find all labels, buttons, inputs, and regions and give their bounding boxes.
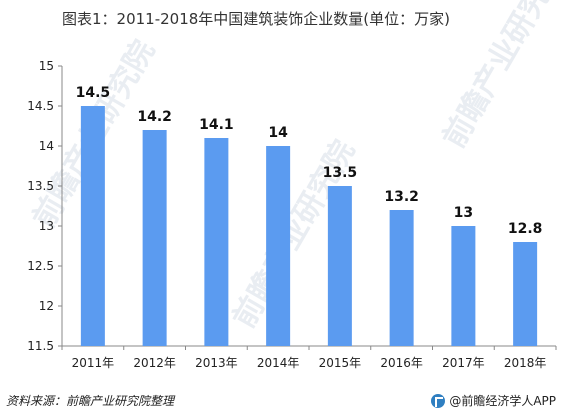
bar (142, 130, 167, 346)
bar (204, 138, 229, 346)
x-category-label: 2018年 (504, 356, 547, 370)
bar-value-label: 12.8 (508, 221, 543, 237)
brand-credit: @前瞻经济学人APP (431, 392, 556, 409)
bar (266, 146, 291, 346)
x-category-label: 2012年 (133, 356, 176, 370)
bar (80, 106, 105, 346)
brand-credit-text: @前瞻经济学人APP (449, 394, 556, 408)
chart-title: 图表1：2011-2018年中国建筑装饰企业数量(单位：万家) (62, 10, 451, 28)
bar-value-label: 14.2 (137, 109, 172, 125)
bar-value-label: 13.5 (323, 165, 358, 181)
y-tick-label: 13.5 (27, 179, 54, 193)
y-tick-label: 12 (39, 299, 54, 313)
bar (327, 186, 352, 346)
y-tick-label: 14.5 (27, 99, 54, 113)
bar-value-label: 13.2 (384, 189, 419, 205)
bar-value-label: 14 (268, 125, 288, 141)
bar (513, 242, 538, 346)
data-labels: 14.5 2011年 14.2 2012年 14.1 2013年 14 2014年 13.5 20… (72, 85, 547, 370)
bar-value-label: 13 (454, 205, 473, 221)
bar-series (80, 106, 538, 346)
watermark-layer: 前瞻产业研究院前瞻产业研究院前瞻产业研究院 (27, 0, 566, 334)
x-category-label: 2016年 (380, 356, 423, 370)
bar (451, 226, 476, 346)
x-category-label: 2015年 (319, 356, 362, 370)
bar-value-label: 14.1 (199, 117, 234, 133)
x-category-label: 2011年 (72, 356, 115, 370)
chart-axes: 11.5 12 12.5 13 13.5 14 14.5 15 (27, 59, 557, 353)
watermark-text: 前瞻产业研究院 (437, 0, 566, 154)
x-category-label: 2017年 (442, 356, 485, 370)
y-tick-label: 15 (39, 59, 54, 73)
bar-value-label: 14.5 (76, 85, 111, 101)
y-tick-label: 12.5 (27, 259, 54, 273)
source-note: 资料来源：前瞻产业研究院整理 (6, 394, 175, 408)
y-tick-label: 11.5 (27, 339, 54, 353)
x-category-label: 2014年 (257, 356, 300, 370)
bar (389, 210, 414, 346)
y-tick-label: 13 (39, 219, 54, 233)
y-tick-label: 14 (39, 139, 54, 153)
brand-logo-icon (431, 393, 446, 408)
x-category-label: 2013年 (195, 356, 238, 370)
